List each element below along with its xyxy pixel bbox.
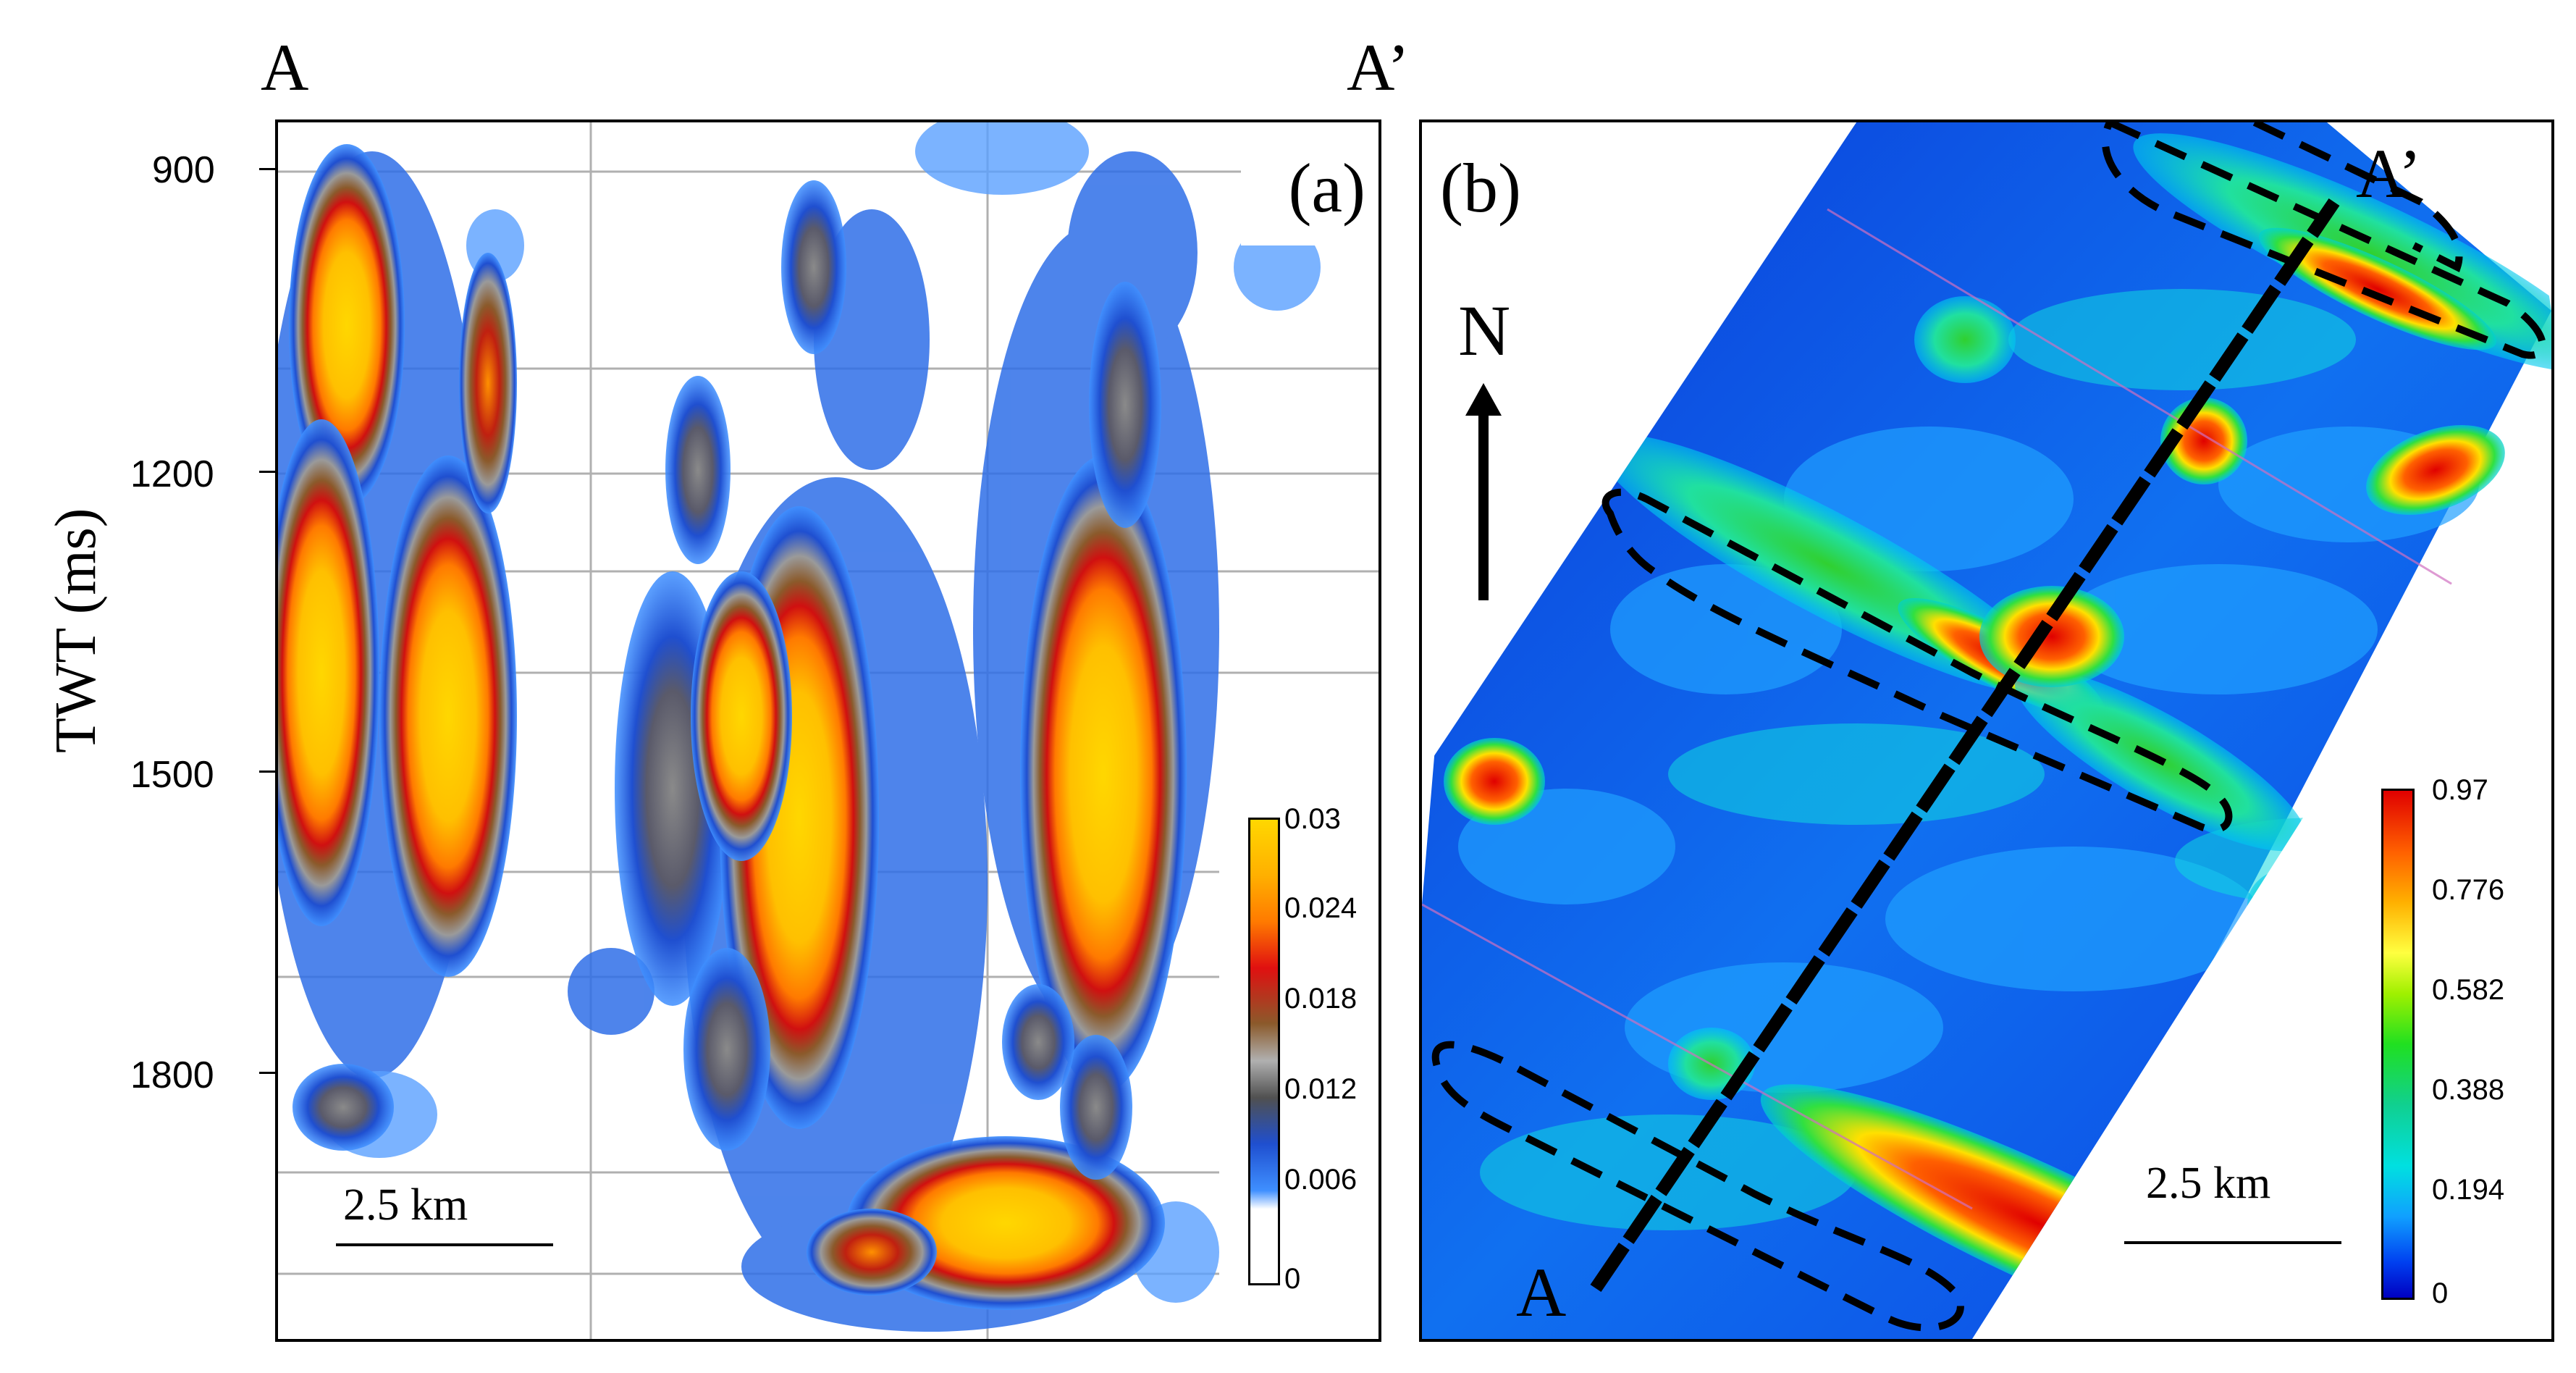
panel-b-colorbar-tick-0.776: 0.776: [2432, 874, 2505, 906]
panel-a-colorbar-tick-0: 0: [1284, 1263, 1301, 1295]
y-tick-1800: 1800: [130, 1054, 214, 1096]
map-label-end: A’: [2356, 135, 2422, 212]
panel-b-map-image: [1422, 122, 2551, 1339]
panel-a-scale-bar: [336, 1243, 553, 1246]
panel-b-scale-bar: [2124, 1241, 2341, 1244]
panel-a-label-box: [1241, 122, 1379, 245]
panel-b-colorbar: [2381, 789, 2415, 1300]
panel-a-colorbar-tick-0.024: 0.024: [1284, 892, 1358, 924]
y-axis-title: TWT (ms): [44, 508, 108, 753]
panel-b-colorbar-tick-0.97: 0.97: [2432, 774, 2488, 806]
panel-a-colorbar-tick-0.018: 0.018: [1284, 983, 1358, 1015]
panel-b-scale-label: 2.5 km: [2146, 1159, 2271, 1208]
panel-b-attribute-map: (b) N A’ A 0.97 0.776 0.582 0.388 0.194 …: [1419, 119, 2554, 1342]
y-tick-1500: 1500: [130, 754, 214, 796]
panel-a-colorbar-tick-0.006: 0.006: [1284, 1164, 1358, 1196]
profile-label-end: A’: [1347, 30, 1410, 104]
panel-b-colorbar-tick-0.582: 0.582: [2432, 974, 2505, 1006]
panel-a-scale-label: 2.5 km: [343, 1180, 468, 1230]
north-label: N: [1458, 290, 1511, 371]
panel-b-colorbar-tick-0: 0: [2432, 1277, 2449, 1309]
panel-a-attribute-image: [278, 122, 1379, 1339]
panel-a-seismic-section: (a) 0.03 0.024 0.018 0.012 0.006 0 2.5 k…: [275, 119, 1381, 1342]
profile-label-start: A: [261, 30, 309, 104]
y-tick-1200: 1200: [130, 453, 214, 495]
y-tick-900: 900: [152, 149, 215, 191]
panel-a-colorbar-tick-0.03: 0.03: [1284, 803, 1341, 835]
panel-b-label: (b): [1440, 149, 1521, 227]
panel-a-colorbar-tick-0.012: 0.012: [1284, 1073, 1358, 1105]
north-arrow-icon: [1465, 383, 1502, 600]
panel-a-colorbar: [1248, 818, 1280, 1285]
map-label-start: A: [1516, 1254, 1567, 1331]
panel-b-colorbar-tick-0.194: 0.194: [2432, 1174, 2505, 1206]
panel-a-colorbar-bg: [1219, 803, 1379, 1339]
panel-b-colorbar-tick-0.388: 0.388: [2432, 1074, 2505, 1106]
panel-a-label: (a): [1288, 149, 1365, 227]
